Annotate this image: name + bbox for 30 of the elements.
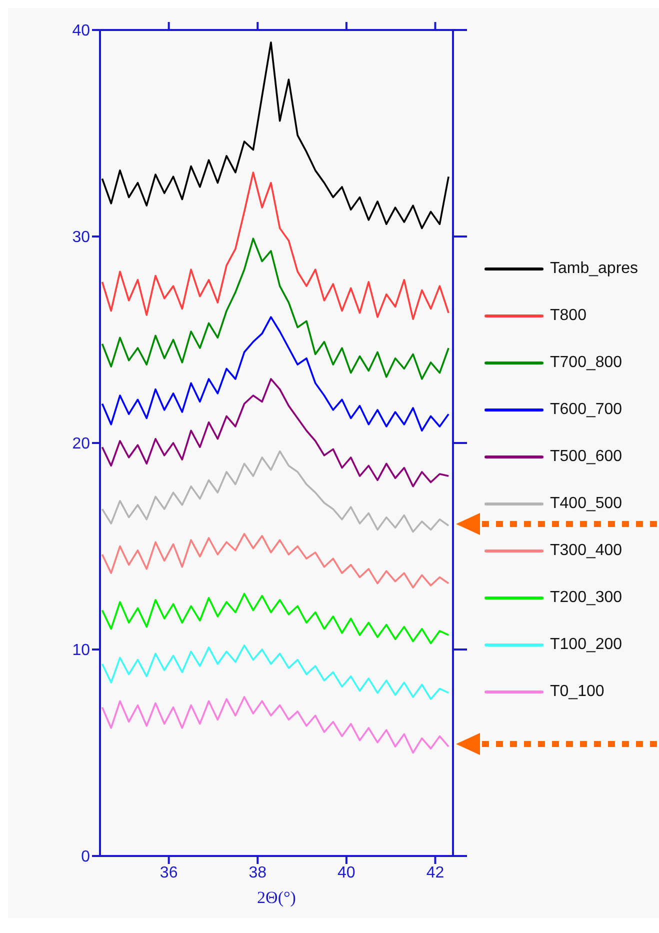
line-series (101, 532, 450, 588)
legend-label: T200_300 (550, 588, 622, 606)
line-series (101, 450, 450, 533)
x-axis-title: 2Θ(°) (257, 888, 296, 907)
legend-label: T300_400 (550, 542, 622, 560)
legend-label: T0_100 (550, 682, 604, 700)
line-series (101, 644, 450, 700)
y-tick-label: 10 (72, 642, 90, 660)
x-tick-label: 40 (338, 864, 356, 882)
x-tick-label: 36 (160, 864, 178, 882)
x-tick-label: 42 (426, 864, 444, 882)
legend-label: T100_200 (550, 636, 622, 654)
legend-label: T600_700 (550, 400, 622, 418)
line-series (101, 172, 450, 320)
line-series (101, 238, 450, 380)
legend-label: T800 (550, 306, 586, 324)
x-tick-label: 38 (248, 864, 267, 882)
y-tick-label: 0 (81, 848, 90, 866)
legend-label: T400_500 (550, 494, 622, 512)
y-tick-label: 20 (72, 436, 90, 453)
line-series (101, 696, 450, 754)
line-series (101, 316, 450, 432)
y-tick-label: 30 (72, 229, 90, 246)
legend-label: Tamb_apres (550, 260, 638, 278)
line-series (101, 592, 450, 644)
line-series (101, 378, 450, 488)
y-tick-label: 40 (72, 22, 90, 40)
line-series (101, 41, 450, 230)
legend-label: T500_600 (550, 448, 622, 466)
legend-label: T700_800 (550, 354, 622, 372)
